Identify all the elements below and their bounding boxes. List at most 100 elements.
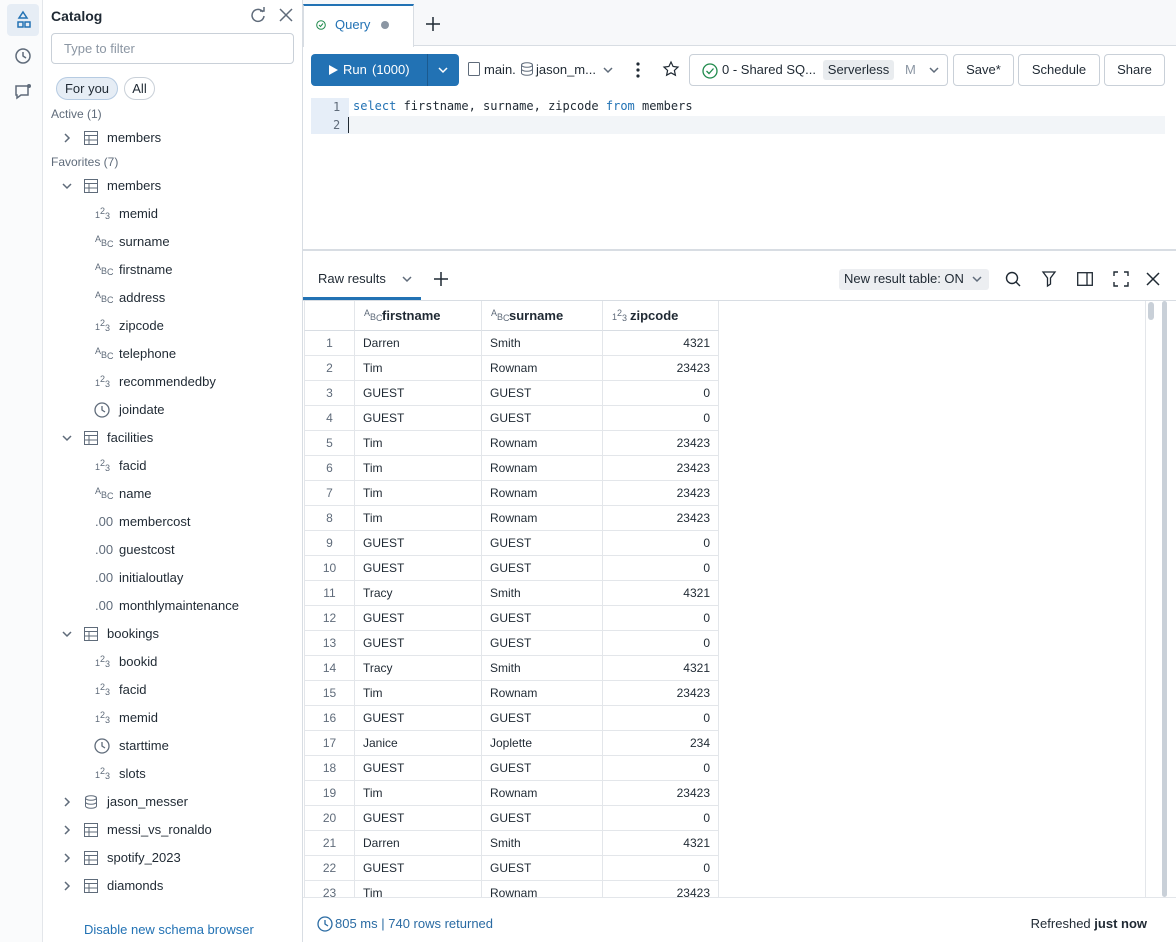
- close-results-button[interactable]: [1146, 272, 1160, 286]
- new-tab-button[interactable]: [426, 17, 440, 31]
- toggle-dropdown[interactable]: [972, 274, 982, 284]
- catalog-name[interactable]: main.: [484, 62, 516, 77]
- column-name[interactable]: address: [119, 290, 166, 305]
- column-name[interactable]: bookid: [119, 654, 158, 669]
- tree-node[interactable]: members: [43, 172, 302, 200]
- add-result-button[interactable]: [434, 272, 448, 286]
- column-name[interactable]: zipcode: [119, 318, 164, 333]
- column-header-label[interactable]: firstname: [382, 308, 441, 323]
- column-node[interactable]: 123 slots: [43, 760, 302, 788]
- column-name[interactable]: guestcost: [119, 542, 175, 557]
- expand-toggle[interactable]: [62, 797, 72, 807]
- column-node[interactable]: 123 zipcode: [43, 312, 302, 340]
- warehouse-selector[interactable]: 0 - Shared SQ... Serverless M: [689, 54, 948, 86]
- expand-toggle[interactable]: [62, 853, 72, 863]
- sidebar-tab-label[interactable]: All: [132, 81, 147, 96]
- expand-toggle[interactable]: [62, 825, 72, 835]
- sidebar-tab[interactable]: All: [124, 77, 155, 100]
- column-node[interactable]: 123 bookid: [43, 648, 302, 676]
- toolbar-button[interactable]: Schedule: [1018, 54, 1100, 86]
- expand-toggle[interactable]: [62, 881, 72, 891]
- sidebar-tab-label[interactable]: For you: [64, 81, 110, 96]
- column-header[interactable]: ABC firstname: [355, 301, 482, 331]
- new-table-toggle[interactable]: New result table: ON: [839, 269, 989, 290]
- column-node[interactable]: ABC address: [43, 284, 302, 312]
- expand-toggle[interactable]: [62, 181, 72, 191]
- tree-node-label[interactable]: members: [107, 130, 162, 145]
- column-name[interactable]: starttime: [119, 738, 169, 753]
- tree-node-label[interactable]: diamonds: [107, 878, 164, 893]
- run-button[interactable]: Run (1000): [311, 54, 459, 86]
- column-node[interactable]: .00 membercost: [43, 508, 302, 536]
- expand-toggle[interactable]: [62, 133, 72, 143]
- column-node[interactable]: ABC surname: [43, 228, 302, 256]
- column-node[interactable]: 123 facid: [43, 676, 302, 704]
- tree-node-label[interactable]: jason_messer: [107, 794, 188, 809]
- favorite-button[interactable]: [662, 60, 680, 77]
- column-name[interactable]: recommendedby: [119, 374, 216, 389]
- filter-input[interactable]: Type to filter: [51, 33, 294, 64]
- column-node[interactable]: 123 memid: [43, 200, 302, 228]
- schema-name[interactable]: jason_m...: [536, 62, 596, 77]
- column-header[interactable]: ABC surname: [482, 301, 603, 331]
- column-node[interactable]: .00 initialoutlay: [43, 564, 302, 592]
- query-tab[interactable]: Query: [303, 4, 414, 47]
- column-node[interactable]: .00 monthlymaintenance: [43, 592, 302, 620]
- catalog-rail-button[interactable]: [7, 4, 39, 36]
- tree-node[interactable]: diamonds: [43, 872, 302, 900]
- column-node[interactable]: 123 facid: [43, 452, 302, 480]
- toolbar-button[interactable]: Share: [1104, 54, 1165, 86]
- results-tab[interactable]: Raw results: [318, 271, 386, 286]
- column-name[interactable]: telephone: [119, 346, 177, 361]
- column-header-label[interactable]: surname: [509, 308, 564, 323]
- tree-node-label[interactable]: members: [107, 178, 162, 193]
- scrollbar-thumb[interactable]: [1162, 301, 1167, 897]
- tree-node-label[interactable]: bookings: [107, 626, 160, 641]
- results-tab-menu[interactable]: [402, 274, 412, 284]
- more-button[interactable]: [636, 62, 640, 78]
- column-node[interactable]: 123 memid: [43, 704, 302, 732]
- tree-node-label[interactable]: facilities: [107, 430, 154, 445]
- column-name[interactable]: facid: [119, 682, 147, 697]
- toolbar-button-label[interactable]: Save*: [966, 62, 1001, 77]
- editor-divider[interactable]: [303, 249, 1176, 251]
- assistant-icon[interactable]: [14, 83, 32, 101]
- run-limit[interactable]: (1000): [372, 62, 410, 77]
- tree-node[interactable]: messi_vs_ronaldo: [43, 816, 302, 844]
- column-name[interactable]: memid: [119, 710, 159, 725]
- sidebar-tab[interactable]: For you: [56, 77, 118, 100]
- run-options[interactable]: [438, 65, 448, 75]
- scrollbar-thumb-inner[interactable]: [1148, 302, 1154, 320]
- filter-button[interactable]: [1041, 271, 1057, 288]
- column-node[interactable]: joindate: [43, 396, 302, 424]
- schema-browser-link[interactable]: Disable new schema browser: [84, 922, 254, 937]
- new-table-toggle-label[interactable]: New result table: ON: [844, 271, 964, 286]
- expand-toggle[interactable]: [62, 433, 72, 443]
- refresh-button[interactable]: [250, 7, 266, 23]
- toolbar-button-label[interactable]: Share: [1117, 62, 1152, 77]
- tree-node[interactable]: bookings: [43, 620, 302, 648]
- column-node[interactable]: ABC telephone: [43, 340, 302, 368]
- column-node[interactable]: .00 guestcost: [43, 536, 302, 564]
- column-node[interactable]: ABC firstname: [43, 256, 302, 284]
- column-node[interactable]: 123 recommendedby: [43, 368, 302, 396]
- tree-node[interactable]: jason_messer: [43, 788, 302, 816]
- column-name[interactable]: name: [119, 486, 152, 501]
- tree-node-label[interactable]: messi_vs_ronaldo: [107, 822, 212, 837]
- expand-toggle[interactable]: [62, 629, 72, 639]
- toolbar-button[interactable]: Save*: [953, 54, 1014, 86]
- sidebar-toggle-button[interactable]: [1077, 272, 1093, 286]
- tree-node[interactable]: spotify_2023: [43, 844, 302, 872]
- fullscreen-button[interactable]: [1113, 271, 1129, 287]
- column-name[interactable]: initialoutlay: [119, 570, 184, 585]
- tree-node[interactable]: members: [43, 124, 302, 152]
- column-name[interactable]: membercost: [119, 514, 191, 529]
- schema-dropdown[interactable]: [603, 65, 613, 75]
- column-node[interactable]: ABC name: [43, 480, 302, 508]
- column-header-label[interactable]: zipcode: [630, 308, 679, 323]
- column-name[interactable]: monthlymaintenance: [119, 598, 239, 613]
- query-tab-title[interactable]: Query: [335, 17, 371, 32]
- column-name[interactable]: memid: [119, 206, 159, 221]
- column-name[interactable]: slots: [119, 766, 146, 781]
- column-node[interactable]: starttime: [43, 732, 302, 760]
